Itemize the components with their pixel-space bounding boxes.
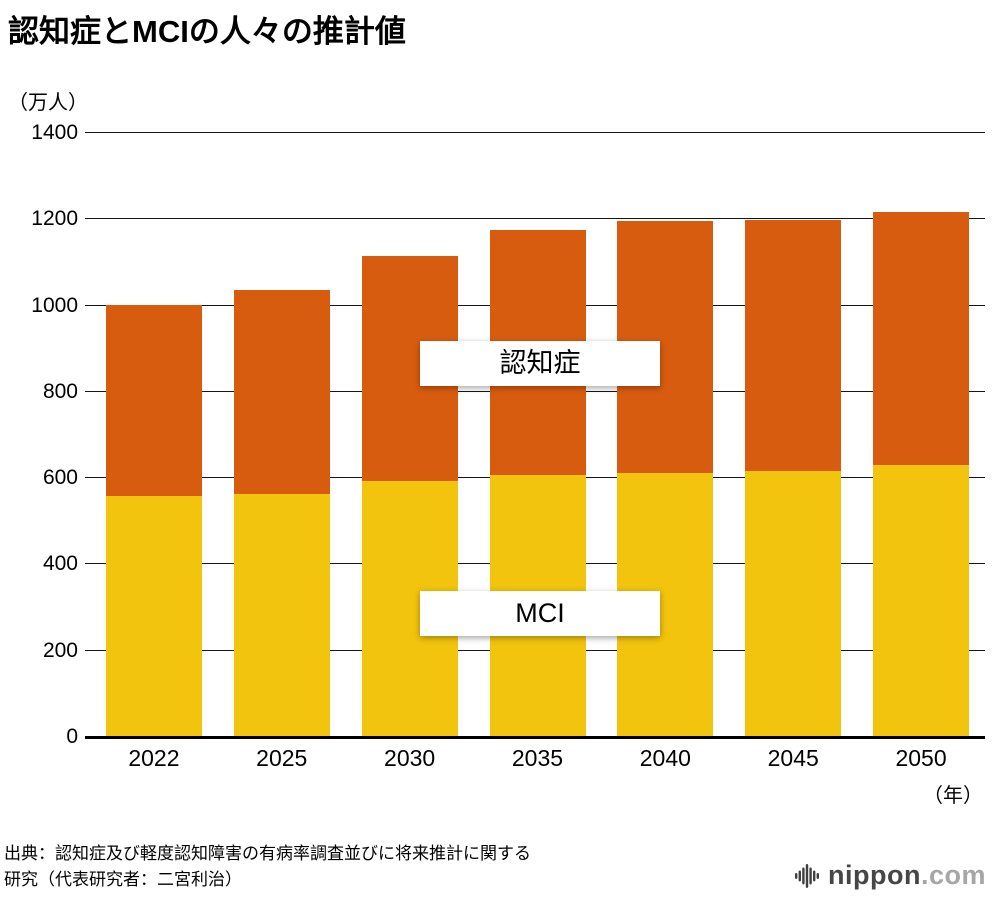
y-tick-label-0: 0 — [66, 725, 78, 748]
y-tick-label-200: 200 — [42, 638, 78, 662]
bar-2022-dementia — [105, 304, 202, 496]
y-tick-label-1200: 1200 — [31, 207, 78, 231]
y-tick-label-800: 800 — [42, 379, 78, 403]
bar-2025-mci — [233, 493, 330, 737]
y-axis-tick-labels: 0 200 400 600 800 1000 1200 1400 — [0, 121, 78, 748]
bar-2045-mci — [745, 471, 842, 737]
x-tick-label-2030: 2030 — [384, 745, 436, 771]
chart-title: 認知症とMCIの人々の推計値 — [8, 14, 406, 49]
y-tick-label-400: 400 — [42, 552, 78, 576]
x-tick-label-2045: 2045 — [767, 745, 819, 771]
bar-2022-mci — [105, 495, 202, 737]
plot-area: 認知症 MCI （年） 2022 2025 2030 2035 2040 2045 2050 — [85, 132, 985, 807]
y-tick-label-1000: 1000 — [31, 293, 78, 317]
source-note: 出典：認知症及び軽度認知障害の有病率調査並びに将来推計に関する 研究（代表研究者… — [4, 841, 531, 893]
bar-2050-dementia — [873, 211, 970, 465]
bar-2025-dementia — [233, 290, 330, 494]
source-line-2: 研究（代表研究者：二宮利治） — [4, 870, 242, 889]
x-tick-label-2040: 2040 — [639, 745, 691, 771]
logo-wordmark: nippon.com — [828, 860, 986, 891]
x-tick-label-2022: 2022 — [128, 745, 180, 771]
bar-2050-mci — [873, 464, 970, 737]
y-tick-label-600: 600 — [42, 466, 78, 490]
y-tick-label-1400: 1400 — [31, 121, 78, 144]
x-tick-label-2035: 2035 — [511, 745, 564, 771]
nippon-com-logo: nippon.com — [795, 860, 986, 891]
bar-2045-dementia — [745, 219, 842, 472]
x-axis-line — [85, 736, 985, 739]
logo-name: nippon — [828, 860, 921, 890]
source-line-1: 出典：認知症及び軽度認知障害の有病率調査並びに将来推計に関する — [4, 844, 531, 863]
x-tick-label-2025: 2025 — [256, 745, 308, 771]
logo-tld: .com — [920, 860, 986, 890]
y-axis-unit-label: （万人） — [8, 92, 88, 114]
series-label-mci: MCI — [420, 591, 660, 636]
gridline-1400 — [85, 132, 985, 133]
gridline-1200 — [85, 218, 985, 220]
soundwave-icon — [795, 862, 819, 890]
x-axis-unit-label: （年） — [923, 785, 983, 807]
series-label-dementia: 認知症 — [420, 341, 660, 386]
x-tick-label-2050: 2050 — [895, 745, 947, 771]
